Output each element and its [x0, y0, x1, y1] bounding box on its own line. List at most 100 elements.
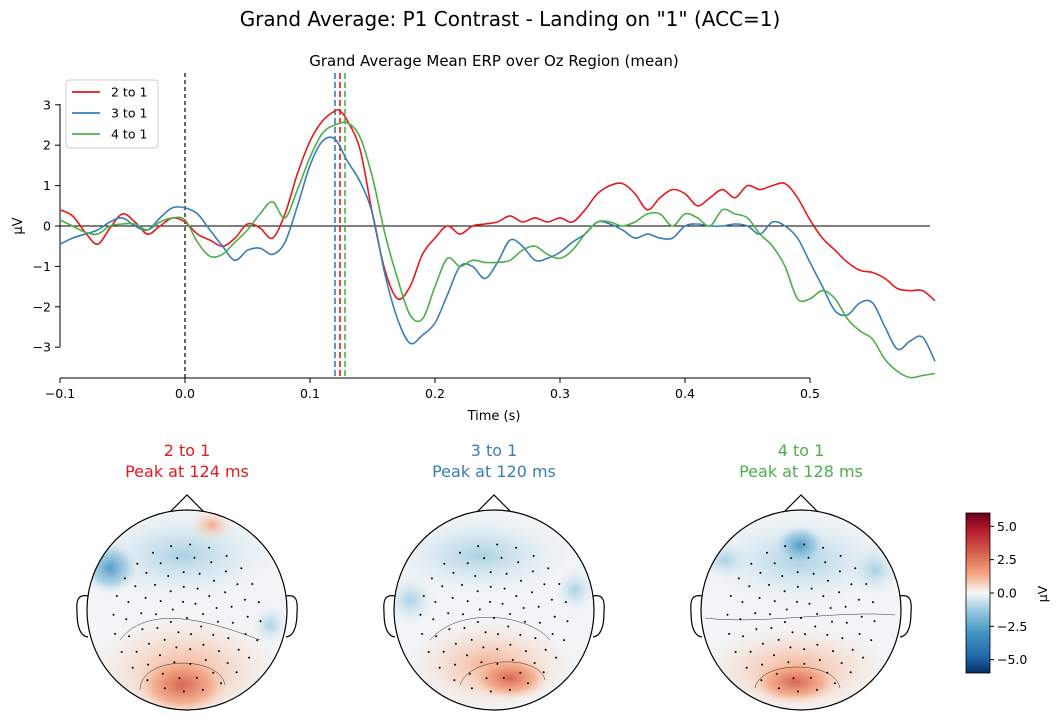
sensor-dot: [489, 585, 492, 588]
sensor-dot: [766, 551, 768, 554]
sensor-dot: [796, 571, 799, 574]
sensor-dot: [182, 571, 185, 574]
sensor-dot: [447, 612, 450, 615]
sensor-dot: [531, 570, 534, 573]
head-right-ear: [899, 595, 912, 638]
sensor-dot: [816, 643, 819, 646]
x-axis-label: Time (s): [467, 409, 521, 424]
sensor-dot: [538, 621, 541, 624]
series-line: [59, 121, 936, 379]
sensor-dot: [758, 596, 761, 599]
sensor-dot: [734, 651, 737, 653]
sensor-dot: [217, 620, 219, 623]
sensor-dot: [525, 650, 527, 653]
sensor-dot: [141, 628, 144, 631]
y-tick-label: 1: [43, 178, 51, 193]
sensor-dot: [251, 583, 254, 585]
sensor-dot: [482, 646, 485, 649]
sensor-dot: [741, 601, 744, 603]
colorbar-tick-label: 0.0: [997, 586, 1017, 601]
sensor-dot: [182, 600, 184, 603]
sensor-dot: [838, 570, 841, 573]
sensor-dot: [520, 579, 522, 582]
sensor-dot: [761, 642, 764, 645]
x-tick-label: 0.2: [425, 386, 445, 401]
sensor-dot: [448, 628, 451, 631]
sensor-dot: [452, 571, 455, 574]
sensor-dot: [259, 620, 262, 623]
head-left-ear: [76, 595, 89, 638]
sensor-dot: [517, 561, 520, 564]
sensor-dot: [485, 677, 488, 680]
sensor-dot: [787, 661, 790, 664]
sensor-dot: [128, 635, 131, 638]
sensor-dot: [468, 672, 471, 675]
sensor-dot: [210, 561, 213, 564]
sensor-dot: [511, 659, 514, 661]
sensor-dot: [159, 600, 162, 603]
sensor-dot: [497, 633, 499, 636]
sensor-dot: [135, 650, 138, 653]
sensor-dot: [434, 601, 437, 603]
sensor-dot: [790, 557, 793, 560]
sensor-dot: [858, 633, 861, 635]
sensor-dot: [244, 633, 247, 635]
sensor-dot: [208, 595, 211, 598]
sensor-dot: [761, 663, 764, 666]
sensor-dot: [169, 590, 172, 593]
colorbar-tick-label: −5.0: [997, 652, 1027, 667]
sensor-dot: [443, 562, 446, 565]
sensor-dot: [145, 571, 148, 574]
x-tick-label: 0.4: [675, 386, 695, 401]
sensor-dot: [726, 613, 729, 616]
sensor-dot: [194, 602, 197, 605]
sensor-dot: [566, 620, 569, 623]
sensor-dot: [466, 562, 469, 565]
sensor-dot: [483, 557, 486, 560]
sensor-dot: [496, 662, 499, 665]
sensor-dot: [182, 585, 185, 588]
sensor-dot: [558, 583, 561, 585]
sensor-dot: [742, 635, 745, 638]
sensor-dot: [140, 612, 143, 615]
sensor-dot: [189, 543, 192, 546]
sensor-dot: [792, 677, 795, 680]
series-line: [59, 108, 936, 302]
y-tick-label: 2: [43, 138, 51, 153]
sensor-dot: [789, 646, 792, 649]
colorbar-tick-label: −2.5: [997, 619, 1027, 634]
series-line: [59, 136, 936, 362]
sensor-dot: [816, 613, 819, 615]
x-tick-label: 0.5: [800, 386, 820, 401]
sensor-dot: [257, 601, 260, 604]
y-tick-label: 3: [43, 97, 51, 112]
sensor-dot: [147, 642, 150, 645]
sensor-dot: [422, 594, 425, 597]
x-tick-label: 0.0: [175, 386, 195, 401]
sensor-dot: [537, 605, 540, 608]
sensor-dot: [114, 632, 117, 635]
sensor-dot: [227, 637, 230, 640]
sensor-dot: [470, 638, 473, 641]
sensor-dot: [430, 577, 433, 580]
sensor-dots: [112, 543, 262, 693]
sensor-dot: [170, 545, 173, 548]
sensor-dot: [745, 666, 748, 669]
sensor-dot: [547, 567, 550, 570]
sensor-dot: [435, 635, 438, 638]
sensor-dot: [509, 613, 512, 615]
sensor-dot: [784, 545, 787, 548]
sensor-dot: [136, 562, 139, 565]
sensor-dot: [441, 585, 444, 588]
sensor-dot: [845, 621, 848, 624]
sensor-dot: [453, 679, 456, 682]
sensor-dot: [826, 633, 829, 636]
sensor-dot: [814, 625, 817, 628]
sensor-dot: [773, 562, 776, 565]
colorbar-gradient: [965, 512, 991, 674]
sensor-dot: [470, 687, 473, 690]
sensor-dot: [177, 631, 180, 634]
sensor-dot: [224, 570, 227, 573]
sensor-dot: [783, 621, 786, 623]
